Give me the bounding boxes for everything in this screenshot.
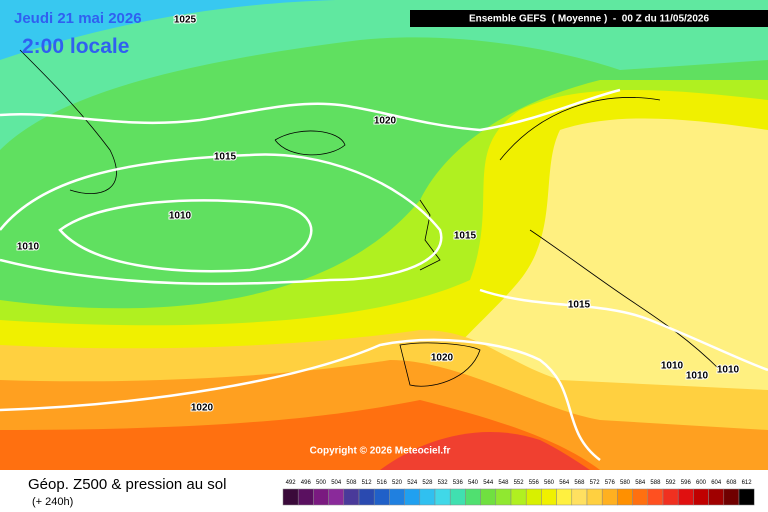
header-bar: [410, 10, 768, 27]
legend-swatch: [480, 488, 497, 506]
legend-swatch: [495, 488, 512, 506]
isobar-label: 1010: [661, 361, 684, 372]
isobar-label: 1020: [431, 353, 454, 364]
coastline: [19, 49, 721, 387]
legend-swatch: [465, 488, 481, 506]
legend-swatch: [586, 488, 603, 506]
legend-label: 520: [392, 480, 403, 486]
isobar-label: 1020: [374, 116, 397, 127]
legend-label: 584: [635, 480, 646, 486]
legend-label: 500: [316, 480, 327, 486]
legend-label: 516: [377, 480, 388, 486]
legend-swatch: [373, 488, 390, 506]
legend-swatch: [617, 488, 633, 506]
legend-swatch: [708, 488, 725, 506]
isobar-label: 1015: [568, 300, 591, 311]
local-time: 2:00 locale: [22, 35, 129, 58]
legend-label: 572: [590, 480, 601, 486]
legend-label: 492: [286, 480, 297, 486]
legend-swatch: [282, 488, 299, 506]
legend-swatch: [647, 488, 664, 506]
isobar: [58, 199, 313, 273]
legend-label: 596: [681, 480, 692, 486]
legend-label: 608: [726, 480, 737, 486]
legend-swatch: [556, 488, 573, 506]
legend-label: 568: [574, 480, 585, 486]
legend-swatch: [297, 488, 314, 506]
legend-label: 548: [498, 480, 509, 486]
footer-title: Géop. Z500 & pression au sol: [28, 476, 226, 493]
run-info: Ensemble GEFS ( Moyenne ) - 00 Z du 11/0…: [469, 14, 710, 25]
legend-swatch: [662, 488, 679, 506]
legend-label: 612: [742, 480, 753, 486]
legend-swatch: [389, 488, 405, 506]
legend-swatch: [419, 488, 436, 506]
legend-swatch: [328, 488, 345, 506]
legend-label: 552: [514, 480, 525, 486]
isobar: [0, 153, 443, 286]
legend-swatch: [632, 488, 649, 506]
legend-swatch: [571, 488, 588, 506]
legend-label: 532: [438, 480, 449, 486]
legend-label: 504: [331, 480, 342, 486]
legend-label: 600: [696, 480, 707, 486]
legend-swatch: [541, 488, 557, 506]
legend-swatch: [358, 488, 375, 506]
legend-label: 592: [666, 480, 677, 486]
legend-swatch: [677, 488, 694, 506]
isobar-label: 1010: [717, 365, 740, 376]
copyright: Copyright © 2026 Meteociel.fr: [310, 446, 451, 457]
legend-swatch: [693, 488, 709, 506]
isobar-label: 1010: [169, 211, 192, 222]
isobar-label: 1020: [191, 403, 214, 414]
isobar-label: 1025: [174, 15, 197, 26]
isobar: [0, 338, 601, 461]
isobar: [0, 88, 621, 132]
legend-label: 536: [453, 480, 464, 486]
legend-swatch: [343, 488, 360, 506]
legend-label: 560: [544, 480, 555, 486]
band: [380, 431, 590, 470]
legend-swatch: [525, 488, 542, 506]
legend-label: 580: [620, 480, 631, 486]
legend-swatch: [723, 488, 740, 506]
legend-label: 508: [346, 480, 357, 486]
legend-swatch: [404, 488, 421, 506]
isobar-label: 1010: [686, 371, 709, 382]
legend-label: 544: [483, 480, 494, 486]
footer-lead: (+ 240h): [32, 496, 73, 508]
legend-label: 528: [422, 480, 433, 486]
legend-label: 540: [468, 480, 479, 486]
legend-label: 576: [605, 480, 616, 486]
isobar-label: 1015: [214, 152, 237, 163]
legend-swatch: [313, 488, 329, 506]
legend-swatch: [738, 488, 755, 506]
legend-swatch: [510, 488, 527, 506]
legend-label: 564: [559, 480, 570, 486]
legend-label: 512: [362, 480, 373, 486]
isobar-label: 1010: [17, 242, 40, 253]
date: Jeudi 21 mai 2026: [14, 10, 142, 27]
legend-swatch: [601, 488, 618, 506]
legend: 492 496 500 504 508 512 516 520 524 528 532 536 540 5…: [282, 480, 755, 506]
isobar-label: 1015: [454, 231, 477, 242]
legend-swatch: [434, 488, 451, 506]
legend-label: 588: [650, 480, 661, 486]
legend-label: 496: [301, 480, 312, 486]
isobar: [479, 288, 768, 372]
legend-swatch: [449, 488, 466, 506]
legend-label: 524: [407, 480, 418, 486]
legend-label: 604: [711, 480, 722, 486]
legend-label: 556: [529, 480, 540, 486]
